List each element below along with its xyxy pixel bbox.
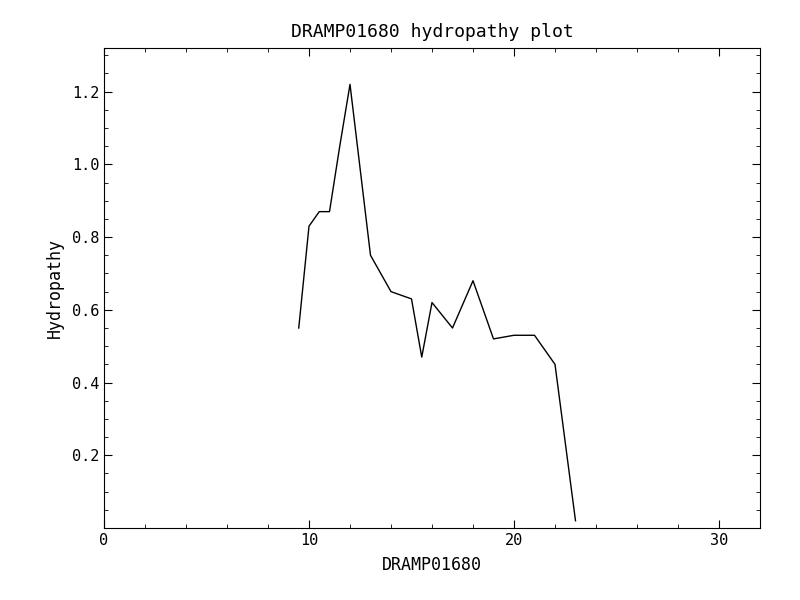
X-axis label: DRAMP01680: DRAMP01680: [382, 556, 482, 574]
Y-axis label: Hydropathy: Hydropathy: [46, 238, 63, 338]
Title: DRAMP01680 hydropathy plot: DRAMP01680 hydropathy plot: [290, 23, 574, 41]
